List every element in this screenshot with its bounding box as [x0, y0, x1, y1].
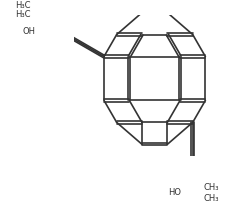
Text: CH₃: CH₃ — [204, 194, 219, 203]
Text: HO: HO — [168, 188, 181, 197]
Text: CH₃: CH₃ — [204, 183, 219, 192]
Text: H₃C: H₃C — [15, 10, 30, 19]
Text: OH: OH — [23, 27, 36, 36]
Text: H₃C: H₃C — [15, 1, 30, 10]
